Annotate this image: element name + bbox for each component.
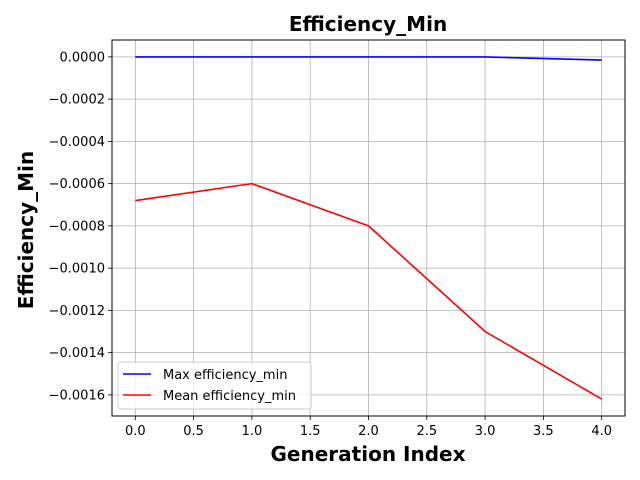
y-tick-label: −0.0006 <box>49 177 105 192</box>
legend: Max efficiency_min Mean efficiency_min <box>117 361 312 410</box>
x-tick-label: 0.5 <box>183 424 204 439</box>
legend-label-mean: Mean efficiency_min <box>163 389 296 404</box>
legend-box <box>117 361 312 410</box>
y-axis-ticks: 0.0000 −0.0002 −0.0004 −0.0006 −0.0008 −0.001… <box>49 50 112 403</box>
y-tick-label: −0.0012 <box>49 304 105 319</box>
chart-title: Efficiency_Min <box>289 12 447 36</box>
y-tick-label: −0.0004 <box>49 135 105 150</box>
x-axis-ticks: 0.0 0.5 1.0 1.5 2.0 2.5 3.0 3.5 4.0 <box>125 416 612 439</box>
y-tick-label: −0.0016 <box>49 388 105 403</box>
x-tick-label: 1.0 <box>242 424 263 439</box>
x-tick-label: 2.0 <box>358 424 379 439</box>
series-line-mean <box>135 182 603 400</box>
x-tick-label: 2.5 <box>416 424 437 439</box>
legend-label-max: Max efficiency_min <box>163 368 287 383</box>
series-lines <box>135 56 603 400</box>
x-tick-label: 4.0 <box>591 424 612 439</box>
x-tick-label: 0.0 <box>125 424 146 439</box>
y-tick-label: 0.0000 <box>60 50 106 65</box>
y-tick-label: −0.0002 <box>49 93 105 108</box>
x-tick-label: 3.5 <box>533 424 554 439</box>
x-tick-label: 1.5 <box>300 424 321 439</box>
series-line-max <box>135 56 602 61</box>
y-tick-label: −0.0008 <box>49 219 105 234</box>
y-axis-label: Efficiency_Min <box>14 151 38 309</box>
x-axis-label: Generation Index <box>271 442 466 466</box>
y-tick-label: −0.0010 <box>49 262 105 277</box>
x-tick-label: 3.0 <box>475 424 496 439</box>
y-tick-label: −0.0014 <box>49 346 105 361</box>
